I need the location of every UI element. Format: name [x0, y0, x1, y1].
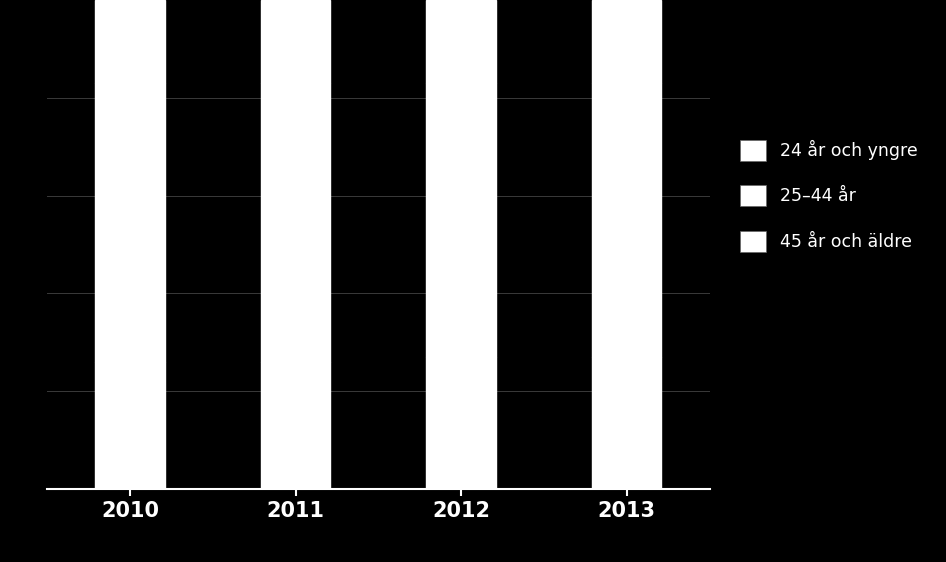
Bar [592, 83, 661, 357]
Bar [427, 357, 496, 489]
Bar [592, 0, 661, 83]
Bar [261, 83, 330, 362]
Legend: 24 år och yngre, 25–44 år, 45 år och äldre: 24 år och yngre, 25–44 år, 45 år och äld… [731, 131, 926, 260]
Bar [592, 357, 661, 489]
Bar [96, 0, 165, 83]
Bar [96, 83, 165, 362]
Bar [96, 362, 165, 489]
Bar [427, 83, 496, 357]
Bar [261, 0, 330, 83]
Bar [427, 0, 496, 83]
Bar [261, 362, 330, 489]
